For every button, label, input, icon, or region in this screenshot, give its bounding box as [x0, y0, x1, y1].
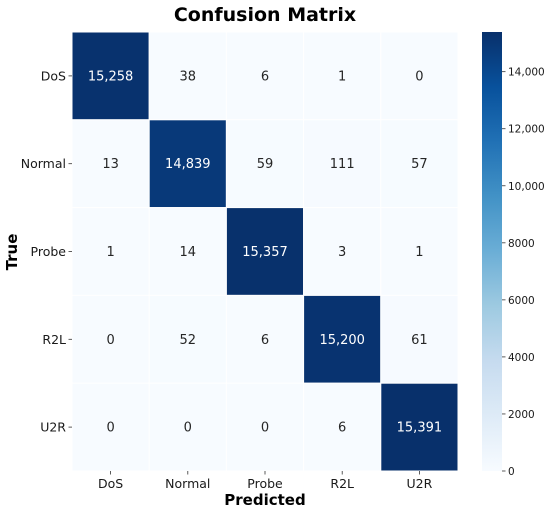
- y-tick-label: R2L: [42, 332, 66, 347]
- colorbar-tick-label: 6000: [508, 295, 535, 307]
- cell-value-label: 0: [415, 69, 423, 84]
- heatmap-cell: [225, 31, 305, 121]
- heatmap-cell: [225, 119, 305, 209]
- colorbar: [482, 32, 502, 471]
- heatmap-cell: [303, 294, 382, 384]
- chart-title: Confusion Matrix: [174, 4, 356, 26]
- cell-value-label: 61: [411, 333, 428, 348]
- cell-value-label: 6: [261, 69, 269, 84]
- x-tick-label: U2R: [407, 476, 433, 491]
- colorbar-tick-label: 2000: [508, 409, 535, 421]
- cell-value-label: 15,357: [242, 245, 288, 260]
- y-tick-label: DoS: [41, 68, 66, 83]
- heatmap-cell: [225, 294, 305, 384]
- heatmap-cell: [148, 31, 227, 121]
- cell-value-label: 52: [180, 333, 197, 348]
- cell-value-label: 13: [102, 157, 119, 172]
- cell-value-label: 38: [180, 69, 197, 84]
- colorbar-tick-label: 10,000: [508, 181, 545, 193]
- cell-value-label: 0: [184, 421, 192, 436]
- cell-value-label: 15,391: [397, 421, 443, 436]
- colorbar-ticks: 0 2000 4000 6000 8000 10,000 12,000 14,000: [502, 67, 545, 478]
- colorbar-tick-label: 12,000: [508, 124, 545, 136]
- heatmap-cells: [71, 31, 459, 472]
- cell-value-label: 1: [106, 245, 114, 260]
- cell-value-label: 14: [180, 245, 197, 260]
- colorbar-tick-label: 4000: [508, 352, 535, 364]
- heatmap-cell: [380, 207, 459, 296]
- heatmap-cell: [225, 207, 305, 296]
- heatmap-cell: [225, 382, 305, 472]
- heatmap-cell: [148, 382, 227, 472]
- heatmap-cell: [71, 119, 150, 209]
- cell-value-label: 111: [330, 157, 355, 172]
- colorbar-tick-label: 0: [508, 466, 515, 478]
- heatmap-cell: [71, 31, 150, 121]
- cell-value-label: 15,200: [319, 333, 365, 348]
- cell-value-label: 0: [106, 421, 114, 436]
- cell-value-label: 57: [411, 157, 428, 172]
- x-tick-label: R2L: [330, 476, 354, 491]
- heatmap-cell: [380, 294, 459, 384]
- x-tick-label: DoS: [98, 476, 123, 491]
- heatmap-cell: [303, 31, 382, 121]
- cell-value-label: 59: [257, 157, 274, 172]
- x-tick-label: Normal: [165, 476, 210, 491]
- y-axis-label: True: [3, 234, 21, 271]
- heatmap-cell: [380, 31, 459, 121]
- heatmap-cell: [71, 382, 150, 472]
- heatmap-cell: [148, 207, 227, 296]
- x-axis-ticks: DoS Normal Probe R2L U2R: [98, 471, 433, 491]
- cell-value-label: 0: [261, 421, 269, 436]
- y-axis-ticks: DoS Normal Probe R2L U2R: [21, 68, 72, 435]
- y-tick-label: Probe: [31, 244, 67, 259]
- heatmap-cell: [303, 207, 382, 296]
- cell-value-label: 14,839: [165, 157, 211, 172]
- x-axis-label: Predicted: [224, 491, 305, 509]
- cell-value-label: 1: [338, 69, 346, 84]
- heatmap-cell-labels: 15,258 38 6 1 013 14,839 59 111 571 14 15,357 3 10 52…: [88, 69, 442, 435]
- y-tick-label: Normal: [21, 156, 66, 171]
- cell-value-label: 0: [106, 333, 114, 348]
- cell-value-label: 1: [415, 245, 423, 260]
- cell-value-label: 6: [338, 421, 346, 436]
- cell-value-label: 6: [261, 333, 269, 348]
- colorbar-tick-label: 14,000: [508, 67, 545, 79]
- heatmap-cell: [380, 119, 459, 209]
- heatmap-cell: [380, 382, 459, 472]
- colorbar-tick-label: 8000: [508, 238, 535, 250]
- x-tick-label: Probe: [247, 476, 283, 491]
- cell-value-label: 15,258: [88, 69, 134, 84]
- y-tick-label: U2R: [40, 420, 66, 435]
- heatmap-cell: [148, 294, 227, 384]
- cell-value-label: 3: [338, 245, 346, 260]
